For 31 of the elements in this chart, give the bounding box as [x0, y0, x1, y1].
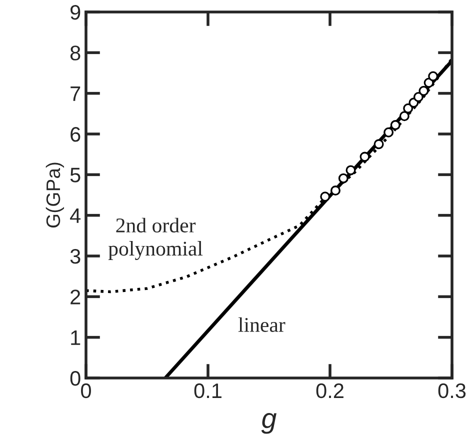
point [418, 86, 429, 96]
point [390, 120, 400, 130]
y-tick-label: 0 [70, 371, 80, 386]
point [403, 103, 414, 114]
x-axis-title: g [261, 413, 276, 434]
y-tick-label: 3 [70, 249, 80, 264]
point [428, 71, 438, 82]
point [399, 111, 410, 122]
point [330, 186, 340, 196]
y-tick-label: 5 [70, 168, 80, 182]
point [320, 192, 330, 202]
point [346, 165, 356, 176]
x-tick-label: 0.2 [316, 383, 344, 398]
y-tick-label: 2 [70, 290, 80, 304]
x-tick-label: 0.3 [438, 383, 466, 398]
y-tick-label: 4 [70, 208, 81, 223]
x-tick-label: 0.1 [194, 383, 222, 398]
x-tick-label: 0 [81, 383, 91, 398]
point [374, 139, 384, 150]
y-tick-label: 1 [71, 330, 80, 345]
y-tick-label: 7 [70, 86, 80, 101]
y-tick-label: 6 [70, 127, 80, 142]
point [384, 127, 394, 138]
point [338, 173, 348, 184]
y-tick-label: 8 [70, 46, 80, 60]
point [413, 92, 424, 102]
y-axis-title: G(GPa) [46, 162, 64, 228]
y-tick-label: 9 [70, 5, 80, 20]
annotation: 2nd order polynomial [108, 218, 203, 260]
point [360, 152, 370, 162]
annotation: linear [238, 317, 286, 332]
